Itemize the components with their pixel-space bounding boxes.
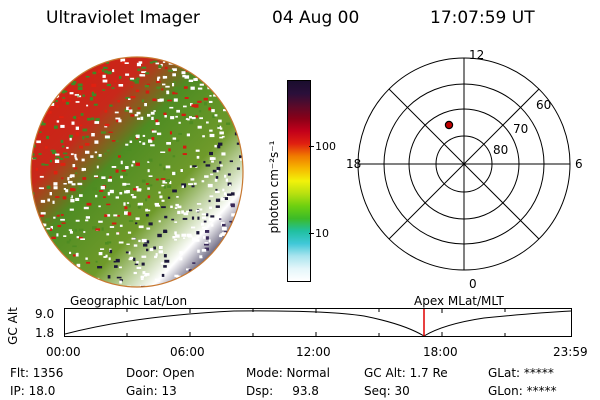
mlt-label-6: 6	[575, 157, 583, 171]
colorbar-tick-100	[309, 146, 314, 147]
mlt-label-12: 12	[469, 48, 484, 62]
mlat-label-60: 60	[536, 98, 551, 112]
status-seq: Seq: 30	[364, 384, 410, 398]
colorbar-gradient	[288, 81, 310, 281]
status-door: Door: Open	[126, 366, 195, 380]
status-ip: IP: 18.0	[10, 384, 56, 398]
status-flt: Flt: 1356	[10, 366, 64, 380]
polar-grid: 12 0 18 6 60 70 80	[346, 48, 583, 291]
status-glon: GLon: *****	[488, 384, 557, 398]
timeline-xtick-1800: 18:00	[423, 345, 458, 359]
colorbar-tick-10	[309, 233, 314, 234]
status-dsp: Dsp: 93.8	[246, 384, 319, 398]
colorbar-unit-label: photon cm⁻²s⁻¹	[267, 140, 281, 234]
timeline-xtick-0600: 06:00	[170, 345, 205, 359]
status-glat: GLat: *****	[488, 366, 554, 380]
uv-image-disk	[30, 56, 244, 288]
timeline-ytick-9: 9.0	[35, 307, 55, 321]
timeline-y-axis-label: GC Alt	[6, 307, 20, 345]
observation-time: 17:07:59 UT	[430, 8, 535, 28]
observation-date: 04 Aug 00	[272, 8, 360, 28]
orbit-altitude-curve	[64, 310, 572, 337]
instrument-title: Ultraviolet Imager	[46, 8, 200, 28]
timeline-right-label: Apex MLat/MLT	[414, 294, 504, 308]
mlt-label-18: 18	[346, 157, 361, 171]
status-mode: Mode: Normal	[246, 366, 330, 380]
colorbar	[287, 80, 311, 282]
spacecraft-position-marker	[444, 120, 454, 130]
colorbar-label-10: 10	[315, 227, 329, 240]
mlt-label-0: 0	[469, 277, 477, 291]
timeline-left-label: Geographic Lat/Lon	[70, 294, 188, 308]
timeline-ytick-1-8: 1.8	[35, 326, 55, 340]
status-gc-alt: GC Alt: 1.7 Re	[364, 366, 448, 380]
timeline-xtick-0000: 00:00	[46, 345, 81, 359]
timeline-xtick-1200: 12:00	[296, 345, 331, 359]
status-gain: Gain: 13	[126, 384, 177, 398]
mlat-label-80: 80	[493, 143, 508, 157]
timeline-xtick-2359: 23:59	[553, 345, 588, 359]
colorbar-label-100: 100	[315, 140, 336, 153]
mlat-label-70: 70	[513, 122, 528, 136]
timeline-plot	[64, 308, 572, 337]
